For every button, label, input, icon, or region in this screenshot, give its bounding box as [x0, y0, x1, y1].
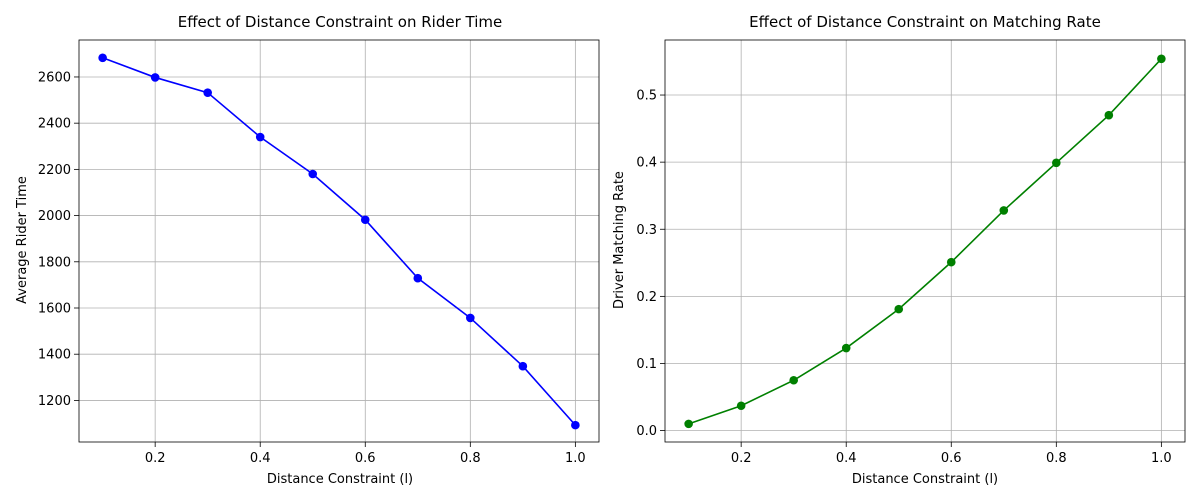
x-tick-label: 0.8	[460, 451, 481, 466]
y-tick-label: 2000	[38, 209, 71, 224]
y-tick-label: 2200	[38, 163, 71, 178]
plot-frame	[664, 39, 1186, 443]
y-tick-label: 1400	[38, 348, 71, 363]
y-axis-label: Average Rider Time	[15, 176, 30, 304]
x-tick-label: 0.8	[1046, 451, 1067, 466]
chart-matching-rate: Effect of Distance Constraint on Matchin…	[612, 13, 1186, 487]
x-tick-label: 0.4	[250, 451, 271, 466]
axis-ticks: 0.2 0.4 0.6 0.8 1.0 1200 1400 1600 1800 2000 2200 2…	[38, 70, 586, 466]
data-point	[466, 313, 475, 323]
data-point	[684, 419, 693, 429]
x-tick-label: 0.2	[145, 451, 166, 466]
data-point	[518, 361, 528, 371]
chart-rider-time: Effect of Distance Constraint on Rider T…	[15, 13, 600, 487]
data-point	[1104, 110, 1114, 120]
data-point	[255, 132, 265, 142]
data-point	[1052, 158, 1061, 168]
data-point	[360, 215, 370, 225]
x-tick-label: 0.4	[836, 451, 857, 466]
data-point	[203, 88, 212, 97]
data-point	[841, 343, 851, 353]
y-tick-label: 1800	[38, 255, 71, 270]
y-tick-label: 2600	[38, 70, 71, 85]
y-tick-label: 0.1	[636, 357, 657, 372]
x-tick-label: 0.6	[355, 451, 376, 466]
x-tick-label: 0.2	[731, 451, 752, 466]
data-point	[571, 420, 580, 430]
data-point	[150, 73, 160, 82]
x-tick-label: 1.0	[1151, 451, 1172, 466]
plot-frame	[78, 39, 600, 443]
y-tick-label: 0.4	[636, 156, 657, 171]
data-point	[736, 401, 746, 411]
series-line	[688, 58, 1162, 425]
data-point	[946, 257, 956, 267]
x-tick-label: 1.0	[565, 451, 586, 466]
chart-title: Effect of Distance Constraint on Matchin…	[749, 13, 1101, 31]
x-tick-label: 0.6	[941, 451, 962, 466]
x-axis-label: Distance Constraint (l)	[852, 472, 998, 487]
x-axis-label: Distance Constraint (l)	[267, 472, 413, 487]
grid	[79, 40, 599, 442]
data-point	[308, 169, 318, 179]
data-point	[1157, 54, 1166, 64]
chart-title: Effect of Distance Constraint on Rider T…	[178, 13, 503, 31]
y-tick-label: 1600	[38, 302, 71, 317]
grid	[665, 40, 1185, 442]
data-point	[999, 206, 1009, 215]
y-axis-label: Driver Matching Rate	[612, 171, 627, 309]
data-point	[789, 375, 798, 385]
y-tick-label: 0.3	[636, 223, 657, 238]
y-tick-label: 0.0	[636, 424, 657, 439]
y-tick-label: 1200	[38, 394, 71, 409]
y-tick-label: 0.2	[636, 290, 657, 305]
data-point	[98, 53, 107, 63]
series-line	[102, 57, 576, 426]
axis-ticks: 0.2 0.4 0.6 0.8 1.0 0.0 0.1 0.2 0.3 0.4 0.5	[636, 89, 1171, 466]
data-point	[413, 273, 423, 283]
data-point	[894, 304, 904, 314]
y-tick-label: 0.5	[636, 89, 657, 104]
y-tick-label: 2400	[38, 117, 71, 132]
